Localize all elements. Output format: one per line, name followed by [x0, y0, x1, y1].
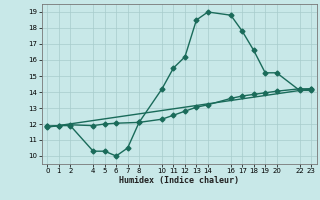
- X-axis label: Humidex (Indice chaleur): Humidex (Indice chaleur): [119, 176, 239, 185]
